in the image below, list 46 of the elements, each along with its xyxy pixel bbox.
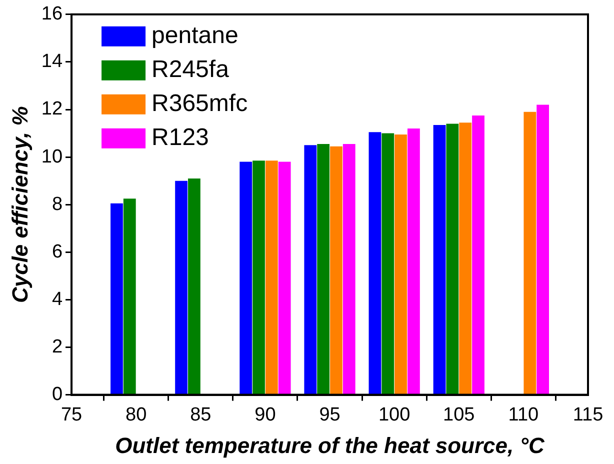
x-axis-title: Outlet temperature of the heat source, °C [115,432,546,458]
bar [433,124,446,394]
y-tick-label: 16 [41,4,63,25]
bar [330,146,342,394]
bar [265,160,278,394]
bar [446,124,459,394]
y-tick-label: 2 [52,336,63,358]
legend-label: R123 [152,124,209,152]
y-tick-label: 8 [52,194,63,215]
x-tick-label: 95 [319,404,340,426]
bar [252,160,265,394]
legend-label: R245fa [152,56,230,84]
y-tick-label: 14 [41,51,63,72]
x-tick-label: 115 [572,404,604,426]
bar [472,115,484,394]
x-tick-label: 100 [378,404,410,426]
bar [317,144,330,394]
bar [524,112,536,394]
bar [188,178,200,394]
bar [459,122,472,394]
x-tick-label: 110 [508,404,539,426]
x-tick-label: 85 [190,404,212,426]
x-tick-label: 75 [60,404,82,426]
legend-label: R365mfc [152,90,248,118]
bar [342,144,356,394]
x-tick-label: 90 [254,404,276,426]
bar [382,133,394,394]
bar [123,198,136,394]
bar [278,162,291,394]
y-tick-label: 12 [41,98,63,120]
y-axis-title: Cycle efficiency, % [7,106,32,304]
x-tick-label: 105 [443,404,475,426]
legend-label: pentane [152,22,238,50]
bar [368,132,382,394]
bar [240,162,252,394]
x-tick-label: 80 [126,404,147,426]
bar [407,128,420,394]
y-tick-label: 4 [52,288,63,310]
bar [394,134,407,394]
bar [175,180,188,394]
y-tick-label: 6 [52,241,63,262]
y-tick-label: 10 [41,146,63,168]
bar [304,145,317,394]
bar [110,203,123,394]
y-tick-label: 0 [52,384,63,406]
bar [536,104,550,394]
